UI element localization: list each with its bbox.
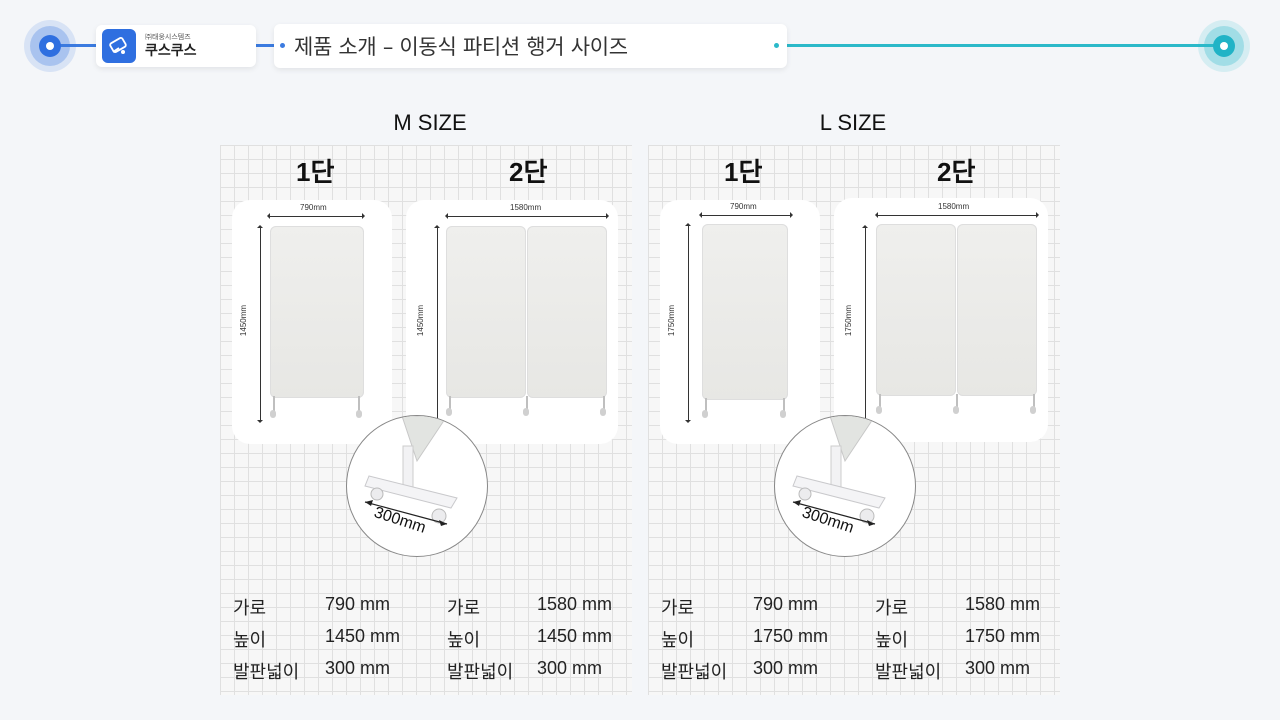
spec-value: 300 mm <box>965 658 1031 678</box>
spec-value: 1750 mm <box>965 626 1041 646</box>
section-label-m: M SIZE <box>393 110 467 135</box>
tier-label: 2단 <box>937 157 976 187</box>
company-name: ㈜태웅시스템즈 <box>145 33 191 41</box>
spec-key: 가로 <box>661 598 695 618</box>
page-title-card: 제품 소개 – 이동식 파티션 행거 사이즈 <box>274 24 787 68</box>
spec-value: 300 mm <box>325 658 391 678</box>
spec-key: 가로 <box>447 598 481 618</box>
spec-value: 1580 mm <box>537 594 613 614</box>
spec-value: 790 mm <box>753 594 819 614</box>
spec-value: 1580 mm <box>965 594 1041 614</box>
header-line-right <box>780 44 1225 47</box>
spec-value: 1450 mm <box>325 626 401 646</box>
spec-key: 발판넓이 <box>447 662 514 682</box>
tier-label: 2단 <box>509 157 548 187</box>
spec-value: 790 mm <box>325 594 391 614</box>
spec-key: 높이 <box>661 630 695 650</box>
spec-key: 높이 <box>233 630 267 650</box>
spec-key: 가로 <box>233 598 267 618</box>
spec-key: 높이 <box>447 630 481 650</box>
product-image-m-1: 790mm 1450mm <box>232 200 392 444</box>
tier-label: 1단 <box>296 157 335 187</box>
spec-key: 높이 <box>875 630 909 650</box>
spec-key: 발판넓이 <box>233 662 300 682</box>
spec-value: 300 mm <box>537 658 603 678</box>
brand-card[interactable]: ㈜태웅시스템즈 쿠스쿠스 <box>96 25 256 67</box>
spec-value: 300 mm <box>753 658 819 678</box>
tier-label: 1단 <box>724 157 763 187</box>
product-image-l-2: 1580mm 1750mm <box>834 198 1048 442</box>
product-image-m-2: 1580mm 1450mm <box>406 200 618 444</box>
product-image-l-1: 790mm 1750mm <box>660 200 820 444</box>
spec-key: 가로 <box>875 598 909 618</box>
section-label-l: L SIZE <box>819 110 887 135</box>
spec-key: 발판넓이 <box>875 662 942 682</box>
spec-value: 1750 mm <box>753 626 829 646</box>
brand-logo-icon <box>102 29 136 63</box>
foot-zoom-detail: 300mm <box>774 415 916 557</box>
brand-name: 쿠스쿠스 <box>145 43 197 59</box>
page-title: 제품 소개 – 이동식 파티션 행거 사이즈 <box>294 35 628 59</box>
header-node-right <box>1198 20 1250 72</box>
foot-zoom-detail: 300mm <box>346 415 488 557</box>
spec-value: 1450 mm <box>537 626 613 646</box>
spec-key: 발판넓이 <box>661 662 728 682</box>
header-node-left <box>24 20 76 72</box>
